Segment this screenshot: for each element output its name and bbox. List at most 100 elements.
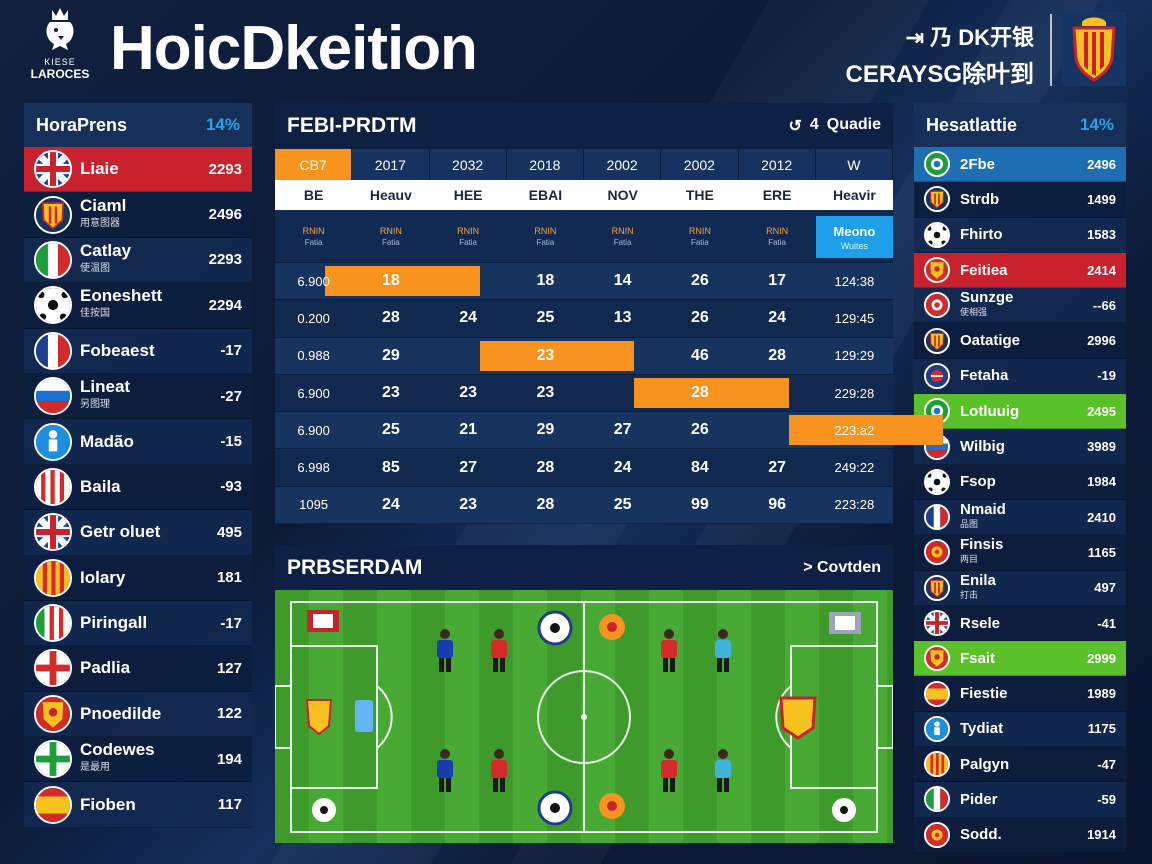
player-icon[interactable] xyxy=(491,749,507,792)
team-name-label: Ciaml xyxy=(80,195,127,215)
table-cell: 6.900 xyxy=(297,422,330,438)
standings-row[interactable]: Fioben 117 xyxy=(24,782,252,828)
club-crest-icon[interactable] xyxy=(1062,12,1126,86)
column-header[interactable]: ERE xyxy=(762,187,792,203)
redcrest-flag-icon xyxy=(924,539,950,566)
standings-row[interactable]: Baila -93 xyxy=(24,464,252,511)
table-row[interactable]: 1095 24 23 28 25 99 96 223:28 xyxy=(275,485,893,524)
team-name: Iolary xyxy=(80,568,217,587)
standings-row[interactable]: Rsele -41 xyxy=(914,605,1126,642)
standings-row[interactable]: Pider -59 xyxy=(914,782,1126,818)
match-view-button[interactable]: Meono Wuites xyxy=(815,216,893,258)
standings-row[interactable]: Tydiat 1175 xyxy=(914,711,1126,748)
standings-row[interactable]: Madão -15 xyxy=(24,419,252,465)
year-tab[interactable]: 2002 xyxy=(661,149,739,180)
team-name: Fiestie xyxy=(960,686,1087,701)
team-name-label: Catlay xyxy=(80,240,132,260)
standings-row[interactable]: Getr oluet 495 xyxy=(24,510,252,556)
standings-row[interactable]: Enila 打击 497 xyxy=(914,570,1126,606)
column-subheader: RNIN Fatia xyxy=(352,210,429,262)
football-pitch[interactable] xyxy=(275,590,893,843)
table-cell: 24 xyxy=(459,309,478,327)
year-tab[interactable]: 2018 xyxy=(506,149,584,180)
team-name: Oatatige xyxy=(960,333,1087,348)
year-tab[interactable]: 2032 xyxy=(429,149,507,180)
column-header[interactable]: HEE xyxy=(453,187,483,203)
standings-row[interactable]: Fetaha -19 xyxy=(914,358,1126,395)
standings-row[interactable]: Wilbig 3989 xyxy=(914,429,1126,465)
standings-row[interactable]: Oatatige 2996 xyxy=(914,323,1126,359)
fixtures-filter-button[interactable]: Quadie xyxy=(826,116,881,133)
standings-row[interactable]: Piringall -17 xyxy=(24,600,252,647)
standings-row[interactable]: Fhirto 1583 xyxy=(914,217,1126,253)
chevron-right-icon[interactable]: > xyxy=(803,558,813,576)
team-name-label: Palgyn xyxy=(960,755,1010,773)
year-tab[interactable]: W xyxy=(815,149,893,180)
year-tab[interactable]: 2002 xyxy=(584,149,662,180)
team-name: Getr oluet xyxy=(80,523,217,541)
match-balls xyxy=(312,610,856,826)
player-icon[interactable] xyxy=(661,749,677,792)
column-header[interactable]: BE xyxy=(303,187,324,203)
france-flag-icon xyxy=(34,331,72,370)
column-header[interactable]: EBAI xyxy=(528,187,563,203)
standings-row[interactable]: 2Fbe 2496 xyxy=(914,147,1126,183)
standings-row[interactable]: Strdb 1499 xyxy=(914,182,1126,218)
table-cell: 23 xyxy=(381,384,400,402)
standings-row[interactable]: Fsop 1984 xyxy=(914,464,1126,500)
player-icon[interactable] xyxy=(491,629,507,672)
standings-row[interactable]: Sunzge 使相强 --66 xyxy=(914,288,1126,324)
refresh-icon[interactable]: ↺ xyxy=(788,118,802,135)
england-flag-icon xyxy=(34,649,72,688)
standings-row[interactable]: Finsis 两目 1165 xyxy=(914,535,1126,571)
standings-row[interactable]: Pnoedilde 122 xyxy=(24,691,252,738)
standings-row[interactable]: Lotluuig 2495 xyxy=(914,394,1126,430)
year-tab[interactable]: 2012 xyxy=(738,149,816,180)
player-icon[interactable] xyxy=(437,629,453,672)
player-icon[interactable] xyxy=(437,749,453,792)
greenglobe-flag-icon xyxy=(924,151,950,178)
column-header[interactable]: Heavir xyxy=(832,187,876,203)
column-header[interactable]: NOV xyxy=(607,187,638,203)
standings-row[interactable]: Liaie 2293 xyxy=(24,147,252,193)
lion-icon xyxy=(46,8,74,50)
standings-row[interactable]: Eoneshett 佳按国 2294 xyxy=(24,283,252,329)
player-icon[interactable] xyxy=(715,629,731,672)
standings-row[interactable]: Nmaid 品图 2410 xyxy=(914,499,1126,536)
table-row[interactable]: 6.900 18 18 14 26 17 124:38 xyxy=(275,262,893,300)
standings-row[interactable]: Padlia 127 xyxy=(24,646,252,692)
crest-flag-icon xyxy=(924,574,950,601)
standings-row[interactable]: Catlay 使温图 2293 xyxy=(24,237,252,284)
table-row[interactable]: 6.900 25 21 29 27 26 223:a2 xyxy=(275,411,944,449)
standings-row[interactable]: Palgyn -47 xyxy=(914,747,1126,783)
pitch-option-button[interactable]: Covtden xyxy=(817,558,881,576)
team-name-label: Lotluuig xyxy=(960,402,1020,420)
subheader-label: RNIN xyxy=(534,225,557,236)
player-icon[interactable] xyxy=(661,629,677,672)
year-tab[interactable]: 2017 xyxy=(352,149,430,180)
header-divider xyxy=(1050,14,1052,86)
standings-row[interactable]: Fsait 2999 xyxy=(914,641,1126,677)
standings-row[interactable]: Sodd. 1914 xyxy=(914,817,1126,853)
standings-row[interactable]: Iolary 181 xyxy=(24,555,252,601)
table-row[interactable]: 0.200 28 24 25 13 26 24 129:45 xyxy=(275,299,893,337)
standings-row[interactable]: Fobeaest -17 xyxy=(24,328,252,374)
standings-row[interactable]: Feitiea 2414 xyxy=(914,252,1126,289)
team-name: Piringall xyxy=(80,614,220,632)
column-subheader: RNIN Fatia xyxy=(430,210,507,262)
standings-row[interactable]: Codewes 是最用 194 xyxy=(24,737,252,783)
table-row[interactable]: 6.998 85 27 28 24 84 27 249:22 xyxy=(275,448,893,486)
standings-row[interactable]: Ciaml 用意图器 2496 xyxy=(24,192,252,238)
team-name-label: Fiestie xyxy=(960,685,1008,703)
column-header[interactable]: THE xyxy=(685,187,714,203)
header-right-info: ⇥ 乃 DK开银 CERAYSG除叶到 xyxy=(846,20,1034,89)
blueglobe-flag-icon xyxy=(924,362,950,389)
year-tab[interactable]: CB7 xyxy=(275,149,353,180)
column-header[interactable]: Heauv xyxy=(369,187,412,203)
player-icon[interactable] xyxy=(715,749,731,792)
league-logo[interactable]: KIESE LAROCES xyxy=(22,6,98,94)
standings-row[interactable]: Fiestie 1989 xyxy=(914,676,1126,712)
table-row[interactable]: 0.988 29 23 46 28 129:29 xyxy=(275,336,893,374)
standings-row[interactable]: Lineat 另图理 -27 xyxy=(24,373,252,420)
table-row[interactable]: 6.900 23 23 23 28 229:28 xyxy=(275,373,893,412)
